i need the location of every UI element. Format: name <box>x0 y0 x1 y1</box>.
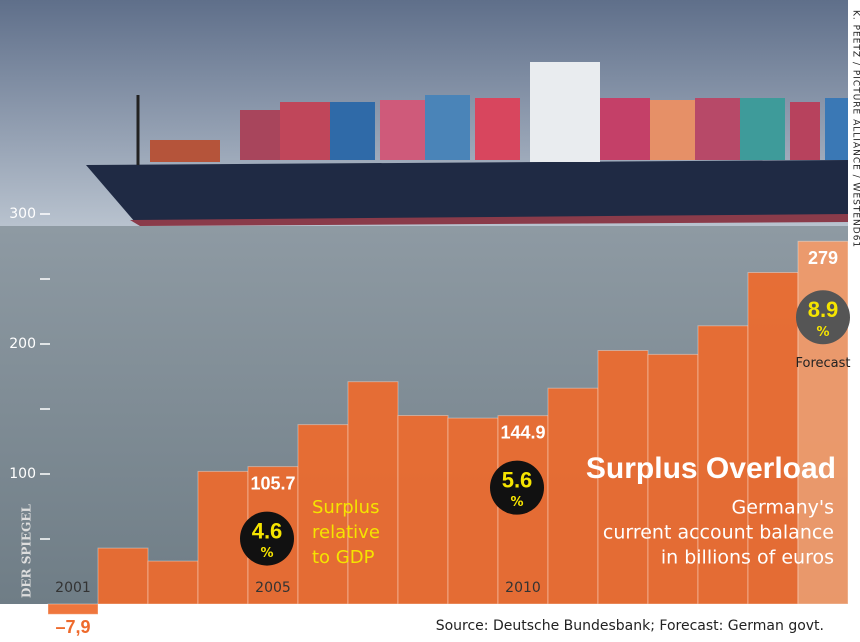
gdp-share-badge <box>796 290 850 345</box>
gdp-label: to GDP <box>312 547 375 568</box>
bar <box>147 560 199 605</box>
gdp-share-unit: % <box>260 546 273 561</box>
subtitle: current account balance <box>603 522 834 544</box>
bar <box>647 353 699 605</box>
x-tick-label: 2005 <box>255 580 291 596</box>
gdp-label: relative <box>312 522 380 543</box>
bar <box>547 387 599 605</box>
value-label: 144.9 <box>500 422 545 442</box>
gdp-share-badge <box>240 511 294 566</box>
bar <box>597 350 649 605</box>
value-label: –7,9 <box>55 617 90 637</box>
subtitle: Germany's <box>732 497 834 519</box>
gdp-share-value: 4.6 <box>252 518 283 543</box>
bar <box>297 424 349 605</box>
bar <box>47 603 99 615</box>
y-tick-label: 200 <box>9 336 36 352</box>
bar <box>447 417 499 605</box>
gdp-share-value: 5.6 <box>502 467 533 492</box>
gdp-share-unit: % <box>510 495 523 510</box>
y-tick-label: 300 <box>9 206 36 222</box>
gdp-share-badge <box>490 460 544 515</box>
bar <box>347 381 399 605</box>
gdp-share-value: 8.9 <box>808 297 839 322</box>
gdp-label: Surplus <box>312 497 379 518</box>
bar <box>197 470 249 605</box>
bar <box>697 325 749 605</box>
plot-area: 100 200 300 2001 –7,9 2005 105.7 4.6% 2010 144.9 5… <box>9 206 850 637</box>
chart-title: Surplus Overload <box>586 452 836 485</box>
subtitle: in billions of euros <box>661 547 834 569</box>
x-tick-label: 2010 <box>505 580 541 596</box>
publisher: DER SPIEGEL <box>20 503 34 598</box>
bar <box>397 415 449 605</box>
value-label: 105.7 <box>250 473 295 493</box>
forecast-label: Forecast <box>795 356 850 371</box>
bar <box>97 547 149 605</box>
value-label: 279 <box>808 248 838 268</box>
x-tick-label: 2001 <box>55 580 91 596</box>
y-tick-label: 100 <box>9 466 36 482</box>
bar <box>747 272 799 605</box>
source: Source: Deutsche Bundesbank; Forecast: G… <box>436 618 824 634</box>
gdp-share-unit: % <box>816 325 829 340</box>
photo-credit: K. PEETZ / PICTURE ALLIANCE / WESTEND61 <box>851 10 860 248</box>
